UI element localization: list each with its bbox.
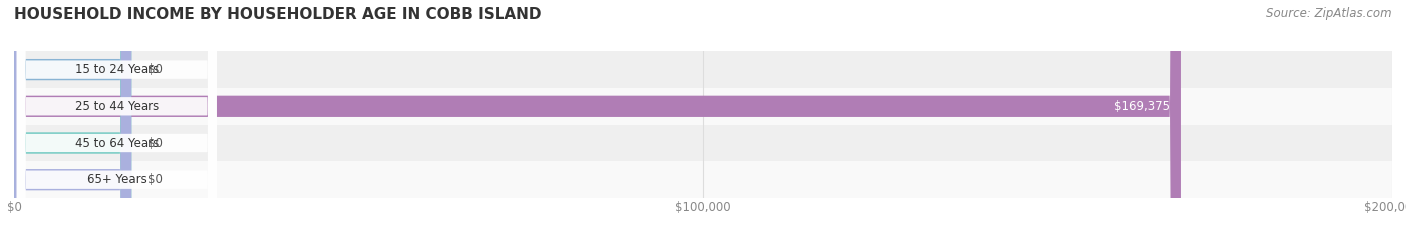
Bar <box>14 51 1392 88</box>
FancyBboxPatch shape <box>14 0 131 233</box>
FancyBboxPatch shape <box>14 0 131 233</box>
FancyBboxPatch shape <box>17 0 217 233</box>
Text: $0: $0 <box>148 63 163 76</box>
FancyBboxPatch shape <box>17 0 217 233</box>
Text: $0: $0 <box>148 173 163 186</box>
Text: $0: $0 <box>148 137 163 150</box>
Text: $169,375: $169,375 <box>1114 100 1170 113</box>
Text: HOUSEHOLD INCOME BY HOUSEHOLDER AGE IN COBB ISLAND: HOUSEHOLD INCOME BY HOUSEHOLDER AGE IN C… <box>14 7 541 22</box>
Bar <box>14 161 1392 198</box>
FancyBboxPatch shape <box>14 0 1181 233</box>
Text: 15 to 24 Years: 15 to 24 Years <box>75 63 159 76</box>
FancyBboxPatch shape <box>17 0 217 233</box>
FancyBboxPatch shape <box>14 0 131 233</box>
FancyBboxPatch shape <box>17 0 217 233</box>
Text: 45 to 64 Years: 45 to 64 Years <box>75 137 159 150</box>
Text: 65+ Years: 65+ Years <box>87 173 146 186</box>
Bar <box>14 125 1392 161</box>
Text: 25 to 44 Years: 25 to 44 Years <box>75 100 159 113</box>
Text: Source: ZipAtlas.com: Source: ZipAtlas.com <box>1267 7 1392 20</box>
Bar <box>14 88 1392 125</box>
